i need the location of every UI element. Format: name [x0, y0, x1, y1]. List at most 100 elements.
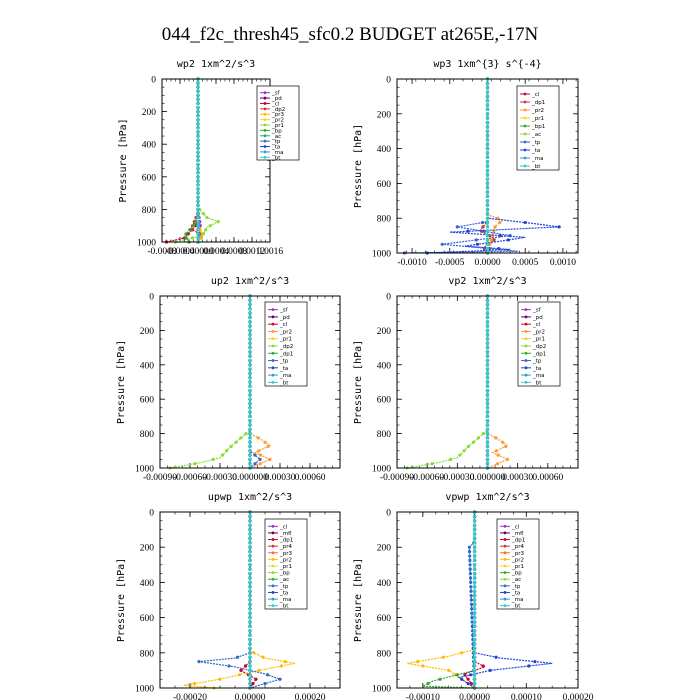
series-point — [485, 133, 490, 138]
series-point — [485, 151, 490, 155]
series-point — [469, 682, 473, 686]
series-point — [196, 158, 200, 163]
series-point — [196, 171, 200, 175]
legend-label: _tp — [511, 584, 521, 590]
x-tick-label: 0.00000 — [459, 693, 490, 700]
series-point — [466, 677, 470, 681]
series-point — [196, 162, 200, 167]
y-tick-label: 800 — [377, 649, 392, 659]
series-point — [485, 99, 490, 103]
series-point — [248, 519, 252, 523]
y-tick-label: 1000 — [372, 250, 391, 260]
legend-marker — [523, 92, 527, 96]
series-point — [472, 646, 477, 651]
y-tick-label: 600 — [377, 614, 392, 624]
legend-label: _pr3 — [271, 112, 285, 118]
y-tick-label: 200 — [140, 544, 155, 554]
series-point — [196, 211, 200, 216]
x-tick-label: 0.000000 — [232, 473, 268, 483]
series-point — [426, 682, 430, 686]
series-point — [458, 453, 462, 457]
legend: _sf_pd_cl_dp2_pr3_pr2_pr1_bp_ac_tp_ta_ma… — [256, 85, 300, 161]
legend-marker — [523, 100, 527, 104]
series-point — [205, 215, 209, 220]
series-point — [225, 449, 229, 453]
legend-label: _pr3 — [511, 551, 525, 557]
y-tick-label: 400 — [142, 141, 157, 151]
series-point — [196, 110, 200, 114]
series-point — [485, 440, 490, 444]
series-point — [472, 602, 477, 607]
series-point — [485, 401, 490, 406]
chart-panel: vp2 1xm^2/s^3 Pressure [hPa] 0 200 400 600 800… — [353, 276, 579, 483]
legend-label: _bt — [271, 155, 281, 161]
x-tick-label: 0.0005 — [512, 258, 538, 268]
series-point — [485, 90, 490, 94]
legend-marker — [271, 584, 275, 588]
series-point — [243, 664, 248, 668]
series-point — [248, 346, 252, 350]
series-point — [472, 598, 477, 602]
series-point — [239, 436, 243, 440]
series-point — [470, 611, 474, 615]
y-tick-label: 0 — [386, 76, 391, 86]
series-point — [248, 545, 252, 549]
series-point — [470, 616, 474, 620]
series-point — [248, 598, 252, 602]
series-point — [472, 585, 477, 589]
series-point — [485, 449, 490, 453]
legend-marker — [503, 577, 507, 581]
series-point — [472, 633, 477, 637]
series-point — [248, 611, 252, 615]
x-tick-label: 0.00030 — [502, 473, 533, 483]
legend-label: _dp1 — [531, 100, 545, 106]
series-point — [469, 589, 473, 593]
series-point — [248, 589, 252, 593]
series-point — [248, 664, 252, 668]
series-point — [472, 655, 477, 659]
series-point — [472, 550, 477, 554]
series-point — [485, 199, 490, 203]
series-point — [192, 682, 196, 686]
legend-marker — [271, 344, 275, 348]
series-point — [197, 660, 201, 664]
series-point — [485, 341, 490, 345]
legend-label: _ma — [279, 373, 291, 379]
y-tick-label: 600 — [377, 180, 392, 190]
series-point — [472, 514, 477, 519]
legend-label: _sf — [279, 308, 289, 314]
series-point — [474, 238, 478, 242]
series-point — [248, 629, 252, 633]
series-point — [485, 138, 490, 142]
series-point — [248, 673, 252, 677]
series-point — [467, 545, 471, 549]
series-point — [279, 664, 284, 668]
series-point — [472, 664, 477, 668]
series-point — [253, 453, 257, 457]
series-point — [468, 563, 472, 567]
legend-marker — [524, 337, 528, 341]
series-point — [196, 150, 200, 154]
figure-title: 044_f2c_thresh45_sfc0.2 BUDGET at265E,-1… — [162, 24, 539, 45]
series-point — [198, 236, 202, 240]
series-point — [218, 677, 222, 681]
series-point — [469, 598, 473, 602]
series-point — [196, 232, 200, 236]
legend-marker — [271, 524, 275, 528]
legend-marker — [523, 116, 527, 120]
series-point — [485, 389, 490, 393]
series-point — [248, 440, 252, 444]
x-tick-label: 0.00010 — [511, 693, 542, 700]
legend-marker — [271, 571, 275, 575]
series-point — [485, 94, 490, 98]
series-point — [485, 397, 490, 401]
legend-label: _pr2 — [279, 329, 292, 335]
series-point — [472, 594, 477, 598]
legend-box — [516, 85, 560, 171]
series-point — [248, 624, 252, 629]
series-point — [462, 449, 466, 453]
series-point — [196, 183, 200, 187]
series-point — [248, 419, 252, 423]
series-point — [196, 105, 200, 110]
series-point — [248, 646, 252, 651]
